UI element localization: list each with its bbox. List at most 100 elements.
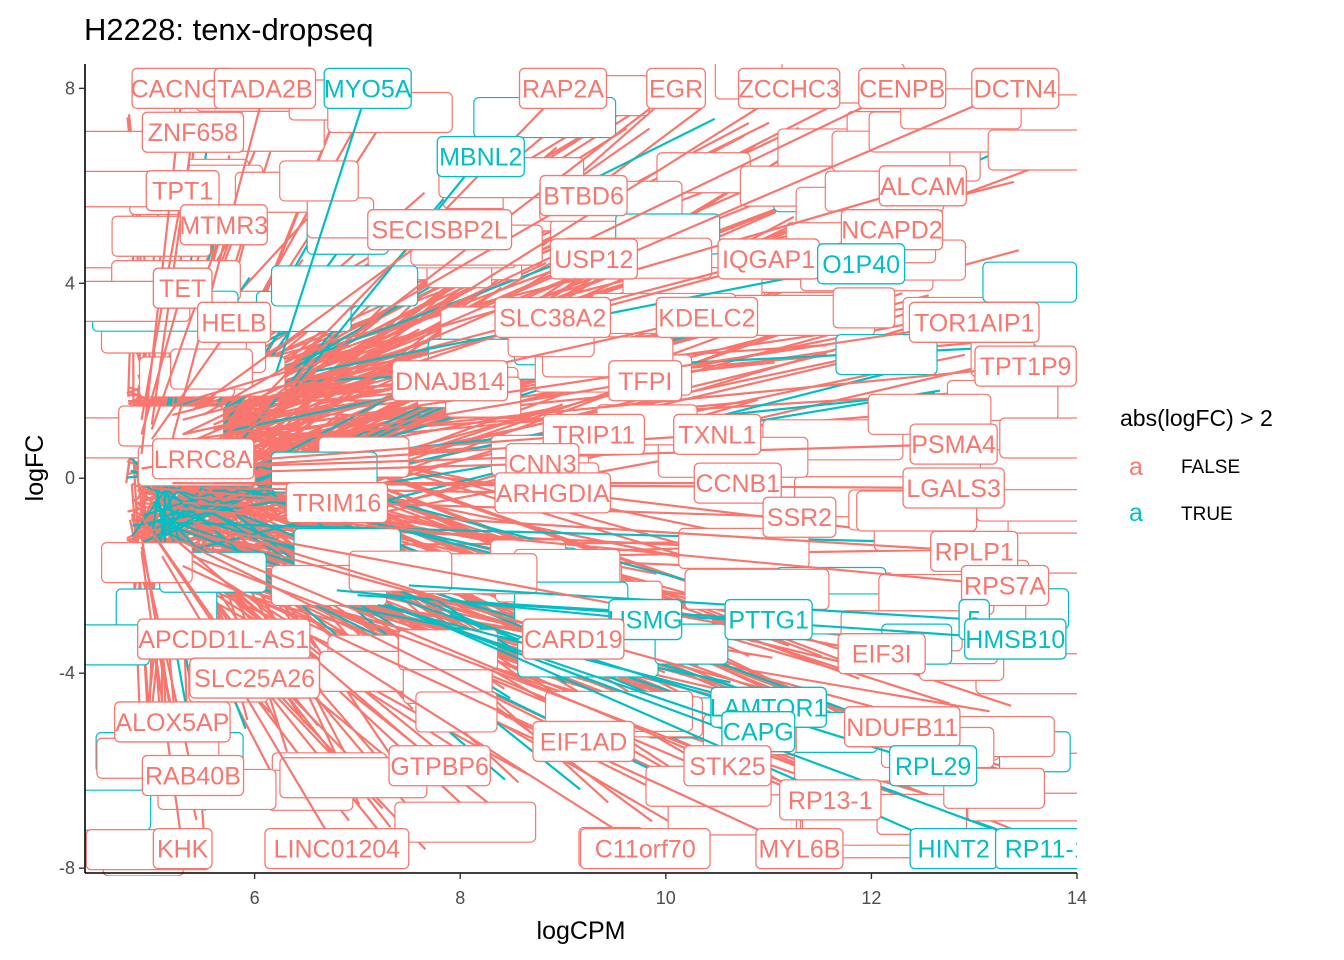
gene-label-box bbox=[762, 496, 837, 538]
x-ticks: 6 8 10 12 14 bbox=[250, 873, 1087, 908]
gene-label: HELB bbox=[197, 301, 272, 343]
y-axis-title: logFC bbox=[21, 435, 49, 502]
label-segment bbox=[192, 228, 441, 411]
gene-label-text: HELB bbox=[201, 309, 266, 337]
gene-label-text: IQGAP1 bbox=[722, 246, 815, 274]
label-segment bbox=[140, 287, 184, 435]
gene-label-text: NDUFB11 bbox=[846, 714, 958, 742]
gene-label: MYL6B bbox=[755, 827, 844, 870]
gene-label: KHK bbox=[152, 827, 213, 870]
gene-label-box bbox=[673, 413, 762, 456]
gene-label: RAP2A bbox=[518, 67, 608, 110]
label-segment bbox=[203, 433, 594, 465]
gene-label-box bbox=[141, 111, 245, 153]
gene-label-box bbox=[197, 301, 272, 343]
gene-label-text: MTMR3 bbox=[179, 212, 268, 240]
gene-label: ZNF658 bbox=[141, 111, 245, 153]
gene-label-box bbox=[693, 462, 782, 504]
gene-label: EIF1AD bbox=[532, 720, 635, 763]
gene-label-text: CCNB1 bbox=[695, 470, 780, 498]
gene-label: O1P40 bbox=[816, 243, 906, 285]
x-tick-label: 8 bbox=[455, 888, 465, 908]
x-tick-label: 10 bbox=[656, 888, 676, 908]
gene-label: RPLP1 bbox=[930, 530, 1019, 572]
gene-label-text: SSR2 bbox=[767, 504, 832, 532]
label-segment bbox=[294, 155, 482, 387]
gene-label-box bbox=[579, 827, 711, 870]
label-box-background bbox=[415, 691, 498, 733]
gene-label-box bbox=[152, 267, 213, 309]
gene-label-text: DNAJB14 bbox=[395, 368, 505, 396]
gene-label-box bbox=[522, 618, 625, 660]
gene-label: GTPBP6 bbox=[388, 745, 491, 787]
gene-label: SECISBP2L bbox=[367, 209, 513, 251]
gene-label: MTMR3 bbox=[179, 204, 268, 246]
gene-label-box bbox=[858, 67, 947, 110]
gene-label-box bbox=[179, 204, 268, 246]
gene-label-text: GTPBP6 bbox=[390, 753, 489, 781]
gene-label-box bbox=[367, 209, 513, 251]
gene-label-text: LGALS3 bbox=[906, 475, 1001, 503]
gene-label: LGALS3 bbox=[902, 467, 1005, 509]
gene-label: LINC01204 bbox=[264, 827, 410, 870]
label-segment bbox=[223, 87, 790, 446]
label-segment bbox=[336, 589, 646, 621]
gene-label-box bbox=[213, 67, 317, 110]
gene-label-text: EGR bbox=[649, 75, 703, 103]
gene-label-text: RP13-1 bbox=[788, 787, 873, 815]
gene-label-text: RPS7A bbox=[964, 572, 1046, 600]
gene-label-text: USP12 bbox=[554, 246, 633, 274]
label-segment bbox=[182, 564, 800, 850]
gene-label-box bbox=[152, 827, 213, 870]
gene-label: TFPI bbox=[608, 360, 683, 402]
label-segment bbox=[172, 184, 924, 407]
gene-label-text: NCAPD2 bbox=[841, 217, 942, 245]
label-segment bbox=[161, 555, 338, 850]
gene-label-text: SLC25A26 bbox=[194, 665, 315, 693]
gene-label: RAB40B bbox=[141, 754, 245, 797]
gene-label-text: TADA2B bbox=[217, 75, 312, 103]
label-segment bbox=[192, 560, 646, 850]
gene-label-box bbox=[518, 67, 608, 110]
gene-label-box bbox=[436, 135, 525, 178]
gene-label-text: CENPB bbox=[859, 75, 945, 103]
label-segment bbox=[213, 257, 595, 426]
gene-label-text: TPT1 bbox=[152, 178, 213, 206]
axes: 6 8 10 12 14 -8 -4 0 4 8 bbox=[59, 64, 1087, 908]
legend-label-false: FALSE bbox=[1181, 457, 1240, 478]
label-box-background bbox=[394, 801, 537, 843]
label-segment bbox=[182, 540, 585, 743]
y-tick-label: 4 bbox=[65, 273, 75, 293]
gene-label: RP11-1 bbox=[994, 827, 1077, 870]
gene-label: ALOX5AP bbox=[114, 701, 231, 743]
gene-label-box bbox=[646, 67, 707, 110]
gene-label-box bbox=[909, 423, 998, 465]
gene-label-text: STK25 bbox=[689, 753, 765, 781]
gene-label-box bbox=[539, 174, 628, 217]
gene-label: RP13-1 bbox=[779, 779, 882, 821]
gene-label: CARD19 bbox=[522, 618, 625, 660]
gene-label: SLC38A2 bbox=[494, 296, 612, 339]
gene-label: TADA2B bbox=[213, 67, 317, 110]
gene-label-text: HMSB10 bbox=[965, 626, 1065, 654]
gene-label-box bbox=[683, 745, 772, 787]
gene-label-text: HINT2 bbox=[918, 836, 990, 864]
label-box-background bbox=[306, 197, 375, 239]
gene-label: MYO5A bbox=[323, 67, 412, 110]
repel-segment bbox=[159, 449, 747, 572]
gene-label-text: SLC38A2 bbox=[499, 304, 606, 332]
gene-label-text: ZCCHC3 bbox=[738, 75, 839, 103]
gene-label: NDUFB11 bbox=[843, 706, 961, 748]
gene-label-text: TXNL1 bbox=[678, 421, 756, 449]
label-segment bbox=[274, 88, 369, 377]
gene-label-text: EIF1AD bbox=[540, 728, 628, 756]
gene-label: USMG bbox=[608, 598, 683, 641]
gene-label-text: CARD19 bbox=[524, 626, 623, 654]
gene-label-box bbox=[888, 745, 978, 787]
gene-label-text: RPL29 bbox=[895, 753, 971, 781]
y-tick-label: 8 bbox=[65, 78, 75, 98]
gene-label-text: RPLP1 bbox=[935, 538, 1014, 566]
gene-label: ALCAM bbox=[878, 165, 967, 207]
